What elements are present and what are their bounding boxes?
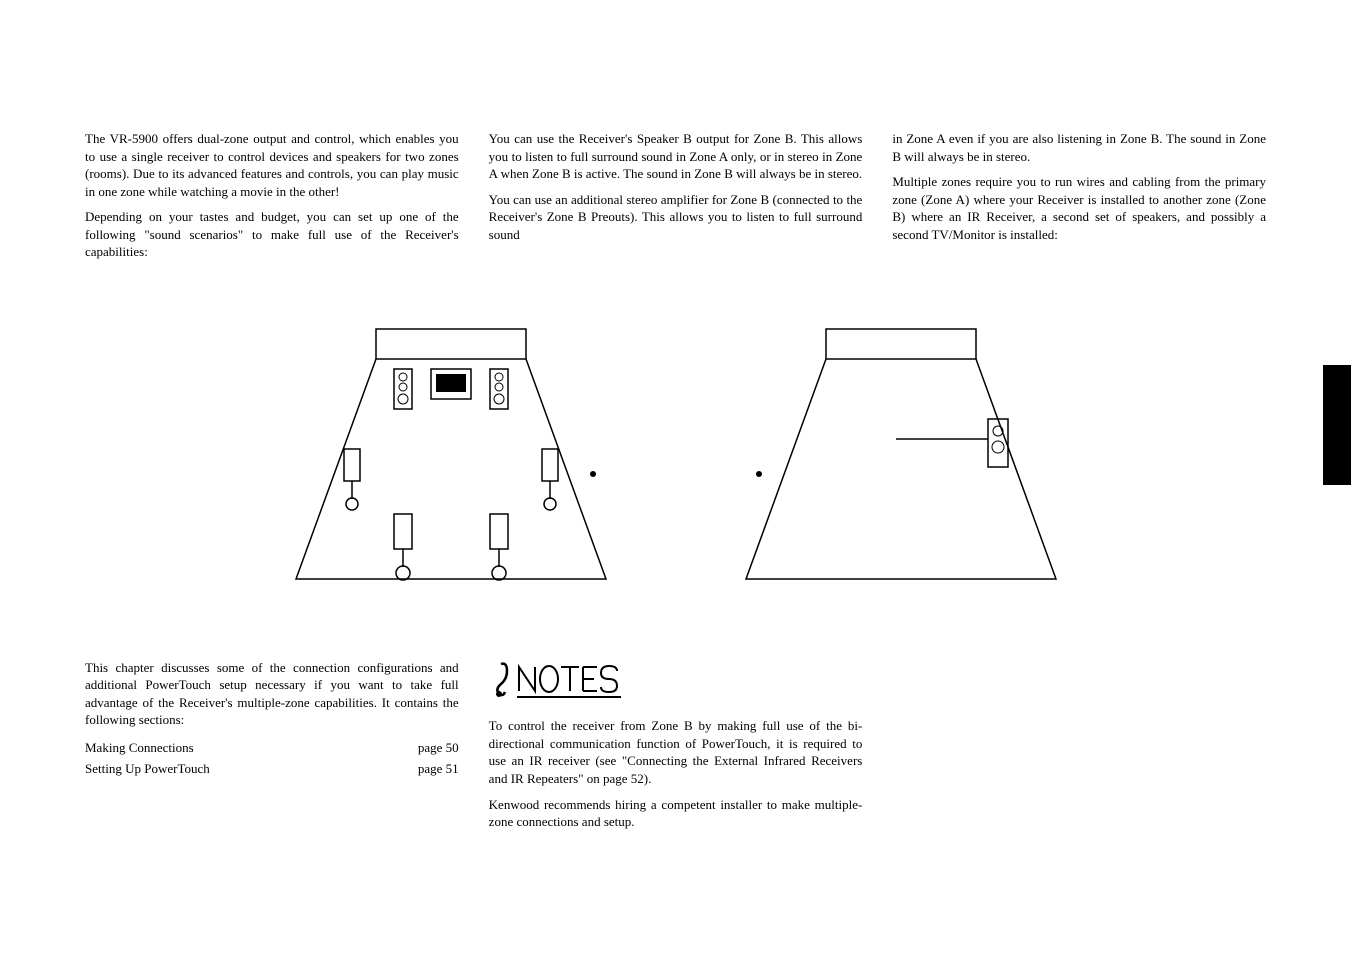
zone-b-room-diagram: [726, 319, 1076, 599]
chapter-overview-column: This chapter discusses some of the conne…: [85, 659, 459, 839]
notes-para-2: Kenwood recommends hiring a competent in…: [489, 796, 863, 831]
room-diagrams: [85, 319, 1266, 599]
page-content: The VR-5900 offers dual-zone output and …: [0, 0, 1351, 839]
zone-a-room-diagram: [276, 319, 626, 599]
scenario-2-para: You can use an additional stereo amplifi…: [489, 191, 863, 244]
zones-para: Multiple zones require you to run wires …: [892, 173, 1266, 243]
intro-para-2: Depending on your tastes and budget, you…: [85, 208, 459, 261]
continuation-para: in Zone A even if you are also listening…: [892, 130, 1266, 165]
notes-column: To control the receiver from Zone B by m…: [489, 659, 863, 839]
bottom-columns: This chapter discusses some of the conne…: [85, 659, 1266, 839]
empty-column: [892, 659, 1266, 839]
notes-para-1: To control the receiver from Zone B by m…: [489, 717, 863, 787]
column-1: The VR-5900 offers dual-zone output and …: [85, 130, 459, 269]
toc-row: Setting Up PowerTouch page 51: [85, 760, 459, 778]
notes-heading-icon: [489, 659, 863, 706]
toc-page: page 51: [418, 760, 459, 778]
toc-label: Setting Up PowerTouch: [85, 760, 210, 778]
column-2: You can use the Receiver's Speaker B out…: [489, 130, 863, 269]
intro-columns: The VR-5900 offers dual-zone output and …: [85, 130, 1266, 269]
toc-row: Making Connections page 50: [85, 739, 459, 757]
toc-page: page 50: [418, 739, 459, 757]
column-3: in Zone A even if you are also listening…: [892, 130, 1266, 269]
intro-para-1: The VR-5900 offers dual-zone output and …: [85, 130, 459, 200]
toc-label: Making Connections: [85, 739, 194, 757]
chapter-intro: This chapter discusses some of the conne…: [85, 659, 459, 729]
page-tab-marker: [1323, 365, 1351, 485]
scenario-1-para: You can use the Receiver's Speaker B out…: [489, 130, 863, 183]
